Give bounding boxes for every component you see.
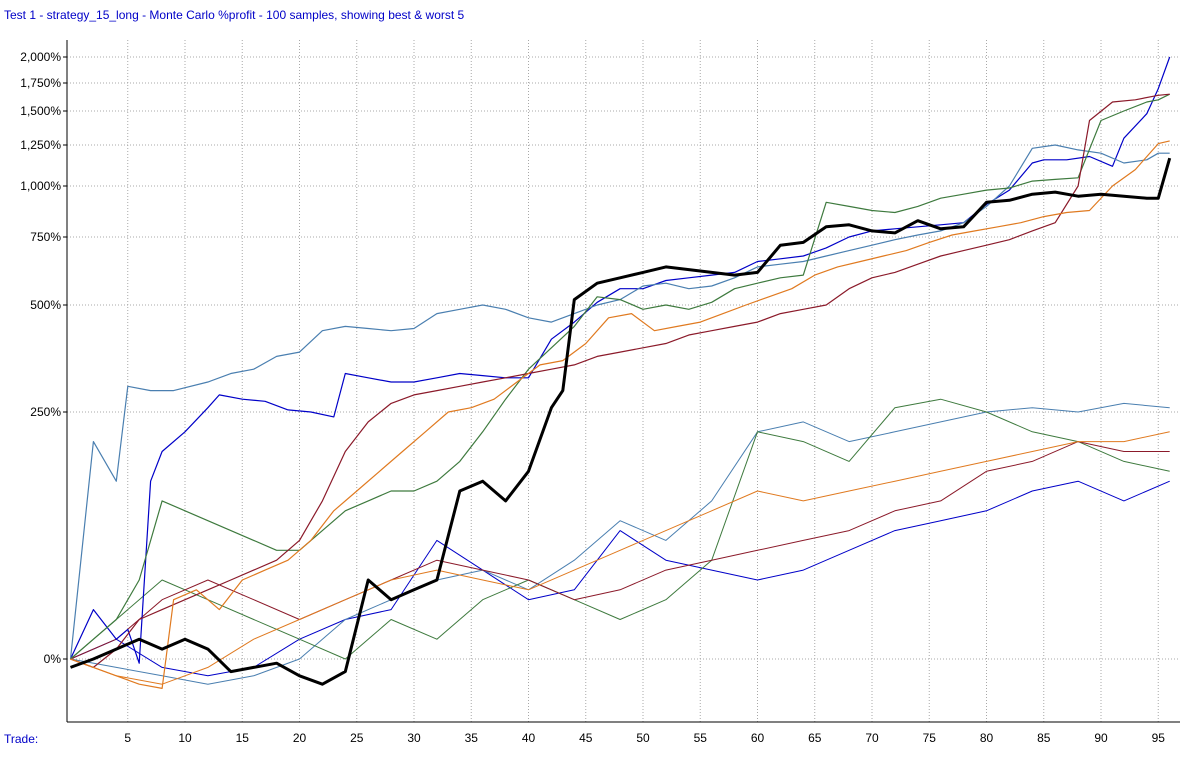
- x-tick-label: 25: [350, 731, 364, 745]
- x-tick-label: 70: [865, 731, 879, 745]
- x-tick-label: 85: [1037, 731, 1051, 745]
- x-tick-label: 15: [236, 731, 250, 745]
- y-tick-label: 2,000%: [20, 50, 61, 64]
- y-tick-label: 1,000%: [20, 179, 61, 193]
- y-tick-label: 500%: [30, 298, 61, 312]
- x-tick-label: 80: [980, 731, 994, 745]
- series-lines: [69, 56, 1172, 690]
- series-line: [69, 56, 1171, 664]
- series-line: [70, 93, 1170, 669]
- x-tick-label: 35: [465, 731, 479, 745]
- series-line: [70, 441, 1170, 660]
- x-tick-label: 30: [407, 731, 421, 745]
- x-tick-label: 65: [808, 731, 822, 745]
- y-tick-label: 250%: [30, 405, 61, 419]
- x-tick-label: 40: [522, 731, 536, 745]
- x-ticks: 5 10 15 20 25 30 35 40 45 50 55 60 65 70 75 80 85 90 95: [124, 731, 1165, 745]
- x-tick-label: 20: [293, 731, 307, 745]
- x-tick-label: 60: [751, 731, 765, 745]
- x-tick-label: 10: [178, 731, 192, 745]
- x-tick-label: 95: [1152, 731, 1166, 745]
- x-axis-label: Trade:: [4, 732, 39, 746]
- x-tick-label: 75: [923, 731, 937, 745]
- axes: [66, 40, 1180, 723]
- series-line: [70, 398, 1170, 660]
- series-line: [70, 93, 1170, 660]
- y-tick-label: 1,250%: [20, 138, 61, 152]
- chart-title: Test 1 - strategy_15_long - Monte Carlo …: [4, 8, 465, 22]
- grid: [67, 40, 1180, 722]
- series-line: [69, 144, 1170, 660]
- y-tick-label: 750%: [30, 230, 61, 244]
- x-tick-label: 55: [694, 731, 708, 745]
- y-tick-label: 0%: [44, 652, 62, 666]
- series-line: [70, 402, 1170, 685]
- series-line: [69, 157, 1172, 686]
- x-tick-label: 90: [1094, 731, 1108, 745]
- x-tick-label: 5: [124, 731, 131, 745]
- series-line: [70, 431, 1170, 685]
- y-tick-label: 1,500%: [20, 104, 61, 118]
- series-line: [70, 140, 1170, 690]
- x-tick-label: 50: [636, 731, 650, 745]
- y-tick-label: 1,750%: [20, 76, 61, 90]
- y-ticks: 0% 250% 500% 750% 1,000% 1,250% 1,500% 1,750% 2,…: [20, 50, 67, 666]
- x-tick-label: 45: [579, 731, 593, 745]
